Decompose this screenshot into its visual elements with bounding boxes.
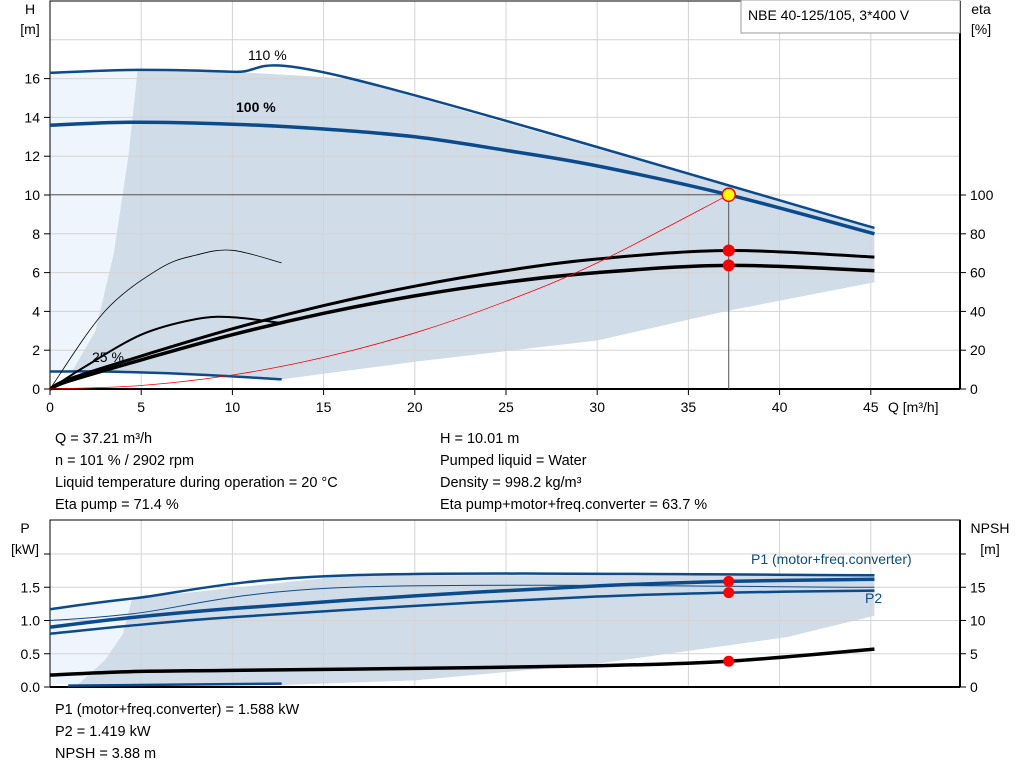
info-h: H = 10.01 m	[440, 431, 520, 447]
npsh-axis-label: NPSH	[971, 520, 1010, 536]
p2-series-label: P2	[865, 590, 882, 606]
system-curve	[49, 194, 729, 390]
info-speed: n = 101 % / 2902 rpm	[55, 453, 195, 469]
eta-axis-unit: [%]	[971, 21, 991, 37]
label-25: 25 %	[92, 349, 124, 365]
npsh-tick-label: 10	[970, 613, 986, 629]
p-tick-label: 0.0	[21, 679, 41, 695]
p-tick-label: 0.5	[21, 646, 41, 662]
npsh-point	[723, 655, 735, 667]
p1-series-label: P1 (motor+freq.converter)	[751, 551, 912, 567]
info-p2: P2 = 1.419 kW	[55, 724, 151, 740]
x-tick-label: 20	[407, 399, 423, 415]
info-liquid: Pumped liquid = Water	[440, 453, 587, 469]
h-axis-unit: [m]	[20, 21, 39, 37]
h-tick-label: 6	[32, 265, 40, 281]
eta-tick-label: 20	[970, 342, 986, 358]
eta-pump-point	[722, 244, 735, 257]
p-tick-label: 1.0	[21, 613, 41, 629]
x-tick-label: 10	[225, 399, 241, 415]
eta-tick-label: 0	[970, 381, 978, 397]
p2-point	[723, 587, 735, 599]
h-tick-label: 0	[32, 381, 40, 397]
p1-point	[723, 575, 735, 587]
info-npsh: NPSH = 3.88 m	[55, 746, 157, 762]
npsh-tick-label: 5	[970, 646, 978, 662]
info-q: Q = 37.21 m³/h	[55, 431, 153, 447]
label-100: 100 %	[236, 99, 276, 115]
h-tick-label: 16	[24, 71, 40, 87]
eta-tick-label: 60	[970, 265, 986, 281]
eta-tick-label: 40	[970, 303, 986, 319]
eta-tick-label: 100	[970, 187, 994, 203]
info-eta-pump: Eta pump = 71.4 %	[55, 497, 179, 513]
x-tick-label: 0	[46, 399, 54, 415]
eta-curve-low-speed	[49, 315, 282, 390]
info-p1: P1 (motor+freq.converter) = 1.588 kW	[55, 702, 300, 718]
h-axis-label: H	[25, 1, 35, 17]
info-eta-total: Eta pump+motor+freq.converter = 63.7 %	[440, 497, 708, 513]
title-box	[740, 0, 961, 34]
npsh-tick-label: 15	[970, 579, 986, 595]
h-tick-label: 12	[24, 148, 40, 164]
q-axis-label: Q [m³/h]	[888, 399, 939, 415]
operating-area-light	[50, 69, 138, 372]
h-curve-110	[49, 64, 875, 230]
x-tick-label: 45	[863, 399, 879, 415]
p-axis-label: P	[20, 520, 29, 536]
npsh-axis-unit: [m]	[980, 541, 999, 557]
h-tick-label: 2	[32, 342, 40, 358]
eta-axis-label: eta	[971, 1, 991, 17]
x-tick-label: 5	[137, 399, 145, 415]
x-tick-label: 30	[589, 399, 605, 415]
h-tick-label: 14	[24, 109, 40, 125]
eta-pump-curve	[49, 248, 875, 391]
eta-total-curve	[49, 263, 875, 391]
x-tick-label: 15	[316, 399, 332, 415]
x-tick-label: 35	[681, 399, 697, 415]
info-density: Density = 998.2 kg/m³	[440, 475, 582, 491]
p-tick-label: 1.5	[21, 579, 41, 595]
duty-point	[721, 187, 736, 203]
p-curve-25	[68, 682, 282, 687]
chart-title: NBE 40-125/105, 3*400 V	[748, 7, 910, 23]
label-110: 110 %	[248, 47, 287, 63]
eta-tick-label: 80	[970, 226, 986, 242]
eta-total-point	[722, 259, 735, 272]
eta-curve-low-speed-thin	[49, 249, 282, 390]
p2-curve-110	[49, 584, 875, 621]
info-temperature: Liquid temperature during operation = 20…	[55, 475, 338, 491]
x-tick-label: 25	[498, 399, 514, 415]
h-tick-label: 10	[24, 187, 40, 203]
power-area	[77, 575, 875, 685]
p1-curve-110	[49, 572, 875, 611]
h-tick-label: 8	[32, 226, 40, 242]
h-tick-label: 4	[32, 303, 40, 319]
npsh-tick-label: 0	[970, 679, 978, 695]
p-axis-unit: [kW]	[11, 541, 39, 557]
x-tick-label: 40	[772, 399, 788, 415]
h-curve-100	[49, 120, 875, 236]
operating-area	[71, 69, 875, 380]
